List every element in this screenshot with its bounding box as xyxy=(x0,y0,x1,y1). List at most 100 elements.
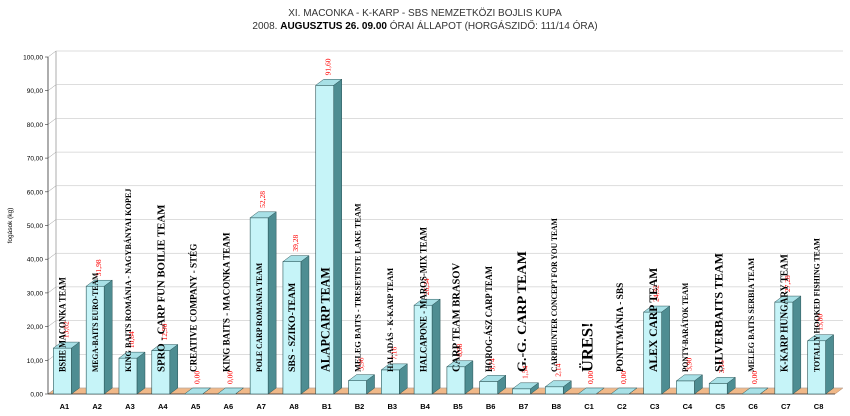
bar-side xyxy=(136,351,146,395)
bar-top xyxy=(52,341,81,349)
x-tick-label: B8 xyxy=(551,402,561,411)
team-name-label: HALADÁS - K-KARP TEAM xyxy=(385,267,395,372)
team-name-label: MELEG BAITS - TRESETISTE LAKE TEAM xyxy=(353,203,362,372)
team-name-label: BSHE MACONKA TEAM xyxy=(58,277,68,372)
bar-top xyxy=(610,387,638,395)
bar-side xyxy=(825,334,834,395)
bar-group xyxy=(183,387,212,395)
bar-group xyxy=(380,363,409,395)
bar-group xyxy=(347,374,376,395)
bar-top xyxy=(183,387,212,395)
team-name-label: HALCAPONE - MAROS-MIX TEAM xyxy=(418,226,428,372)
bar-group xyxy=(413,298,441,395)
data-label: 31,98 xyxy=(94,259,103,276)
bar-top xyxy=(741,387,769,395)
bar-top xyxy=(380,363,409,371)
team-name-label: K-KARP HUNGARY TEAM xyxy=(779,254,790,372)
gridline-diag xyxy=(47,320,57,327)
bar xyxy=(479,381,498,395)
bar-top xyxy=(413,298,441,306)
team-name-label: G.-G. CARP TEAM xyxy=(514,251,529,372)
bar-top xyxy=(118,351,146,359)
x-tick-label: B5 xyxy=(453,402,463,411)
bar-group xyxy=(610,387,638,395)
data-label: 24,32 xyxy=(652,285,661,302)
bar-group xyxy=(511,382,540,395)
chart-title-line2: 2008. AUGUSZTUS 26. 09.00 ÓRAI ÁLLAPOT (… xyxy=(0,21,850,32)
data-label: 0,00 xyxy=(225,371,234,384)
data-label: 2,14 xyxy=(553,363,562,376)
bar-group xyxy=(544,380,573,395)
bar-side xyxy=(431,298,441,395)
data-label: 91,60 xyxy=(324,58,333,75)
bar-top xyxy=(216,387,245,395)
gridline-diag xyxy=(47,252,57,260)
data-label: 39,28 xyxy=(291,235,300,252)
team-name-label: SPRO - CARP FUN BOILIE TEAM xyxy=(156,204,167,372)
data-label: 3,74 xyxy=(488,358,497,371)
team-name-label: TOTALLY HOOKED FISHING TEAM xyxy=(812,238,821,372)
bar-side xyxy=(71,341,80,395)
bar-top xyxy=(806,334,835,342)
data-label: 0,00 xyxy=(750,371,759,384)
y-tick-label: 80,00 xyxy=(27,122,44,129)
bar-top xyxy=(708,377,736,384)
y-tick-label: 60,00 xyxy=(27,189,44,196)
team-name-label: POLE CARP ROMANIA TEAM xyxy=(255,262,264,372)
bar-group xyxy=(85,279,113,395)
bar-group xyxy=(577,387,605,395)
x-tick-label: C8 xyxy=(814,402,824,411)
bar xyxy=(544,386,564,395)
title-year: 2008. xyxy=(252,21,278,32)
y-tick-label: 50,00 xyxy=(27,223,44,230)
data-label: 3,96 xyxy=(357,357,366,370)
x-tick-label: A2 xyxy=(92,402,102,411)
data-label: 1,54 xyxy=(520,365,529,378)
bar-side xyxy=(267,211,277,395)
gridline-diag xyxy=(47,286,57,294)
gridline-diag xyxy=(47,185,57,193)
y-tick-label: 20,00 xyxy=(27,324,44,331)
bar-group xyxy=(249,211,277,395)
bar-side xyxy=(661,305,670,395)
data-label: 26,34 xyxy=(422,278,431,295)
title-status: ÓRAI ÁLLAPOT (HORGÁSZIDŐ: 111/14 ÓRA) xyxy=(389,21,598,32)
x-tick-label: A4 xyxy=(158,402,168,411)
bar-top xyxy=(85,279,113,287)
data-label: 3,16 xyxy=(717,360,726,373)
x-tick-label: C1 xyxy=(584,402,594,411)
x-tick-label: B6 xyxy=(486,402,496,411)
y-tick-label: 0,00 xyxy=(30,392,43,399)
team-name-label: HOROG-ÁSZ CARP TEAM xyxy=(484,265,494,372)
bar xyxy=(381,369,400,395)
gridline-diag xyxy=(47,118,57,125)
x-tick-label: C2 xyxy=(617,402,627,411)
team-name-label: KING BAITS - MACONKA TEAM xyxy=(222,232,232,372)
y-axis-label: fogások (kg) xyxy=(7,208,14,244)
bar-top xyxy=(675,374,704,382)
y-tick-label: 90,00 xyxy=(27,88,44,95)
bar-top xyxy=(642,305,671,313)
x-tick-label: A1 xyxy=(60,402,70,411)
x-tick-label: A7 xyxy=(256,402,266,411)
x-tick-label: A3 xyxy=(125,402,135,411)
y-tick-label: 70,00 xyxy=(27,156,44,163)
data-label: 52,28 xyxy=(258,191,267,208)
x-tick-label: A5 xyxy=(191,402,201,411)
bar-top xyxy=(151,344,179,351)
x-tick-label: B7 xyxy=(519,402,529,411)
bar-group xyxy=(151,344,179,395)
bar-group xyxy=(314,78,343,395)
bar-side xyxy=(169,344,179,395)
x-tick-label: C7 xyxy=(781,402,791,411)
bar-top xyxy=(249,211,277,219)
bar xyxy=(512,388,531,395)
bar-top xyxy=(347,374,376,381)
team-name-label: CARP TEAM BRASOV xyxy=(451,263,463,372)
data-label: 0,00 xyxy=(619,371,628,384)
team-name-label: ÜRES! xyxy=(579,322,597,372)
data-label: 3,90 xyxy=(684,357,693,370)
team-name-label: CREATIVE COMPANY - STÉG xyxy=(189,244,199,372)
bar-top xyxy=(282,255,310,262)
bar-group xyxy=(741,387,769,395)
